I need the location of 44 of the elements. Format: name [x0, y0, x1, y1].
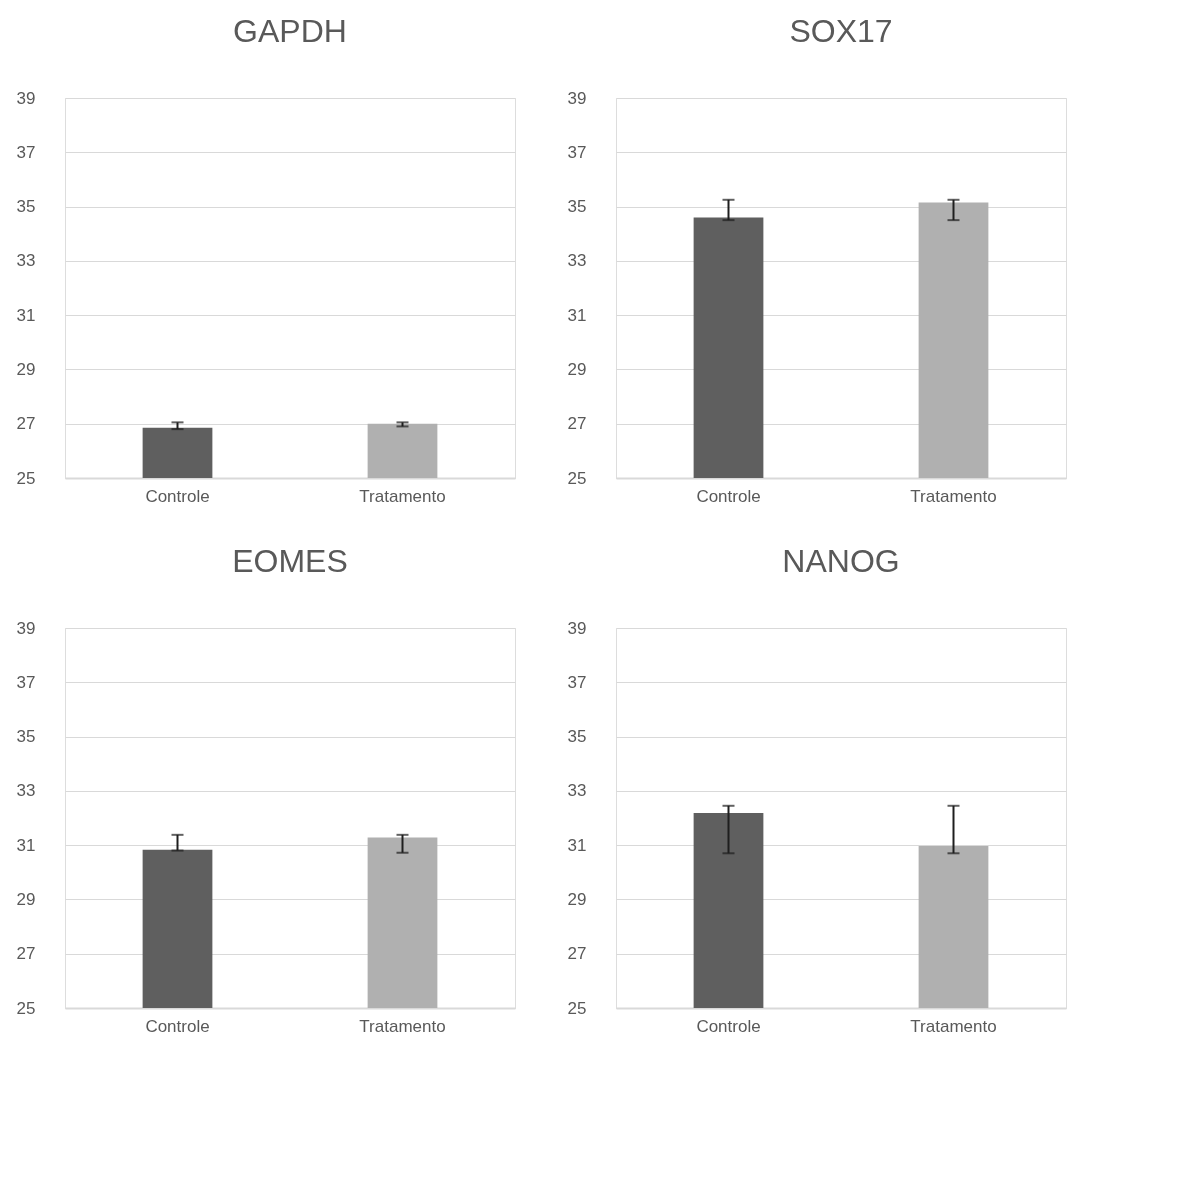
y-tick-label: 39 — [567, 88, 587, 108]
y-tick-label: 29 — [16, 889, 36, 909]
y-tick-label: 29 — [567, 889, 587, 909]
y-tick-label: 35 — [567, 727, 587, 747]
y-tick-label: 29 — [567, 359, 587, 379]
y-tick-label: 25 — [567, 998, 587, 1018]
chart-title: SOX17 — [789, 13, 893, 49]
y-tick-label: 35 — [16, 727, 36, 747]
x-tick-label: Tratamento — [359, 1016, 446, 1036]
y-tick-label: 39 — [16, 618, 36, 638]
y-tick-label: 31 — [16, 835, 36, 855]
x-tick-label: Tratamento — [910, 1016, 997, 1036]
y-tick-label: 31 — [567, 835, 587, 855]
chart-title: EOMES — [232, 543, 348, 579]
y-tick-label: 27 — [16, 944, 36, 964]
x-tick-label: Controle — [696, 1016, 761, 1036]
x-tick-label: Controle — [696, 486, 761, 506]
y-tick-label: 37 — [567, 672, 587, 692]
y-tick-label: 37 — [16, 672, 36, 692]
y-tick-label: 37 — [567, 142, 587, 162]
y-tick-label: 33 — [567, 251, 587, 271]
y-tick-label: 35 — [567, 197, 587, 217]
chart-title: NANOG — [782, 543, 900, 579]
y-tick-label: 37 — [16, 142, 36, 162]
x-tick-label: Controle — [145, 486, 210, 506]
y-tick-label: 25 — [16, 468, 36, 488]
y-tick-label: 39 — [16, 88, 36, 108]
y-tick-label: 25 — [567, 468, 587, 488]
y-tick-label: 31 — [16, 305, 36, 325]
y-tick-label: 29 — [16, 359, 36, 379]
y-tick-label: 33 — [16, 251, 36, 271]
y-tick-label: 31 — [567, 305, 587, 325]
y-tick-label: 27 — [16, 414, 36, 434]
y-tick-label: 33 — [16, 781, 36, 801]
y-tick-label: 27 — [567, 414, 587, 434]
y-tick-label: 27 — [567, 944, 587, 964]
y-tick-label: 39 — [567, 618, 587, 638]
x-tick-label: Controle — [145, 1016, 210, 1036]
x-tick-label: Tratamento — [910, 486, 997, 506]
x-tick-label: Tratamento — [359, 486, 446, 506]
y-tick-label: 35 — [16, 197, 36, 217]
y-tick-label: 25 — [16, 998, 36, 1018]
chart-title: GAPDH — [233, 13, 347, 49]
y-tick-label: 33 — [567, 781, 587, 801]
